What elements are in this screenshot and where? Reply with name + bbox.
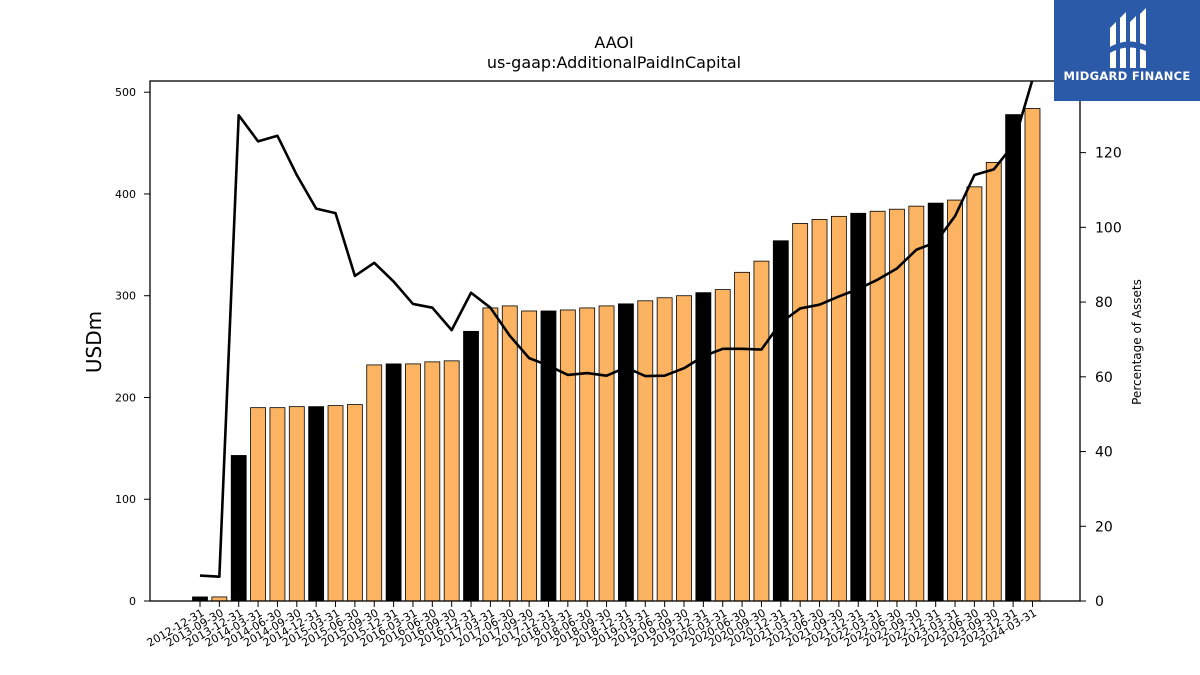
bar-2019-12-31 xyxy=(695,292,712,602)
bar-2016-06-30 xyxy=(424,361,441,602)
y2-tick-label: 20 xyxy=(1095,519,1113,535)
bar-2014-06-30 xyxy=(269,407,286,602)
y2-tick-label: 80 xyxy=(1095,295,1113,311)
bar-2020-03-31 xyxy=(714,289,731,602)
y2-tick-label: 120 xyxy=(1095,146,1122,162)
y2-tick-label: 100 xyxy=(1095,220,1122,236)
bar-2024-03-31 xyxy=(1024,108,1041,602)
bar-2013-12-31 xyxy=(230,455,247,602)
bar-2018-06-30 xyxy=(579,307,596,602)
line-series xyxy=(199,81,1034,579)
bar-2021-12-31 xyxy=(850,212,867,602)
bar-2020-09-30 xyxy=(753,260,770,602)
y-tick-label: 0 xyxy=(129,595,136,608)
bar-2017-03-31 xyxy=(482,307,499,602)
bar-2016-03-31 xyxy=(405,363,421,602)
chart-title: AAOI xyxy=(594,33,633,52)
bar-2020-06-30 xyxy=(734,271,750,602)
y-axis-label: USDm xyxy=(82,311,106,373)
bar-2023-06-30 xyxy=(966,186,983,602)
bar-2014-03-31 xyxy=(250,407,266,602)
x-tick-labels: 2012-12-312013-09-302013-12-312014-03-31… xyxy=(145,606,1039,649)
bar-2019-06-30 xyxy=(656,297,673,602)
bar-2019-03-31 xyxy=(637,300,654,602)
plot-frame xyxy=(149,80,1081,602)
bar-2017-09-30 xyxy=(521,310,538,602)
midgard-logo-icon xyxy=(1108,8,1148,68)
bar-2014-09-30 xyxy=(288,406,305,602)
y-tick-label: 100 xyxy=(115,493,136,506)
bar-2022-09-30 xyxy=(908,205,925,602)
bar-2019-09-30 xyxy=(676,295,692,602)
bar-2023-03-31 xyxy=(947,199,963,602)
percentage-of-assets-line xyxy=(199,81,1034,579)
chart-subtitle: us-gaap:AdditionalPaidInCapital xyxy=(487,53,741,72)
bar-2015-12-31 xyxy=(385,363,402,602)
y2-tick-label: 40 xyxy=(1095,445,1113,461)
brand-name: MIDGARD FINANCE xyxy=(1063,69,1191,83)
bar-2021-03-31 xyxy=(792,223,809,602)
bar-2018-12-31 xyxy=(618,303,634,602)
bar-2017-06-30 xyxy=(501,305,518,602)
bar-series xyxy=(192,108,1041,602)
bar-2015-06-30 xyxy=(346,404,363,602)
y2-tick-label: 60 xyxy=(1095,370,1113,386)
y2-tick-label: 0 xyxy=(1095,594,1104,610)
bar-2015-09-30 xyxy=(366,364,383,602)
bar-2014-12-31 xyxy=(308,406,325,602)
bar-2023-12-31 xyxy=(1005,114,1022,602)
axes: 0 100 200 300 400 500 0 20 40 60 80 100 120 xyxy=(115,80,1122,610)
bar-2022-12-31 xyxy=(927,202,944,602)
midgard-finance-logo: MIDGARD FINANCE xyxy=(1054,0,1200,101)
bar-2015-03-31 xyxy=(327,405,344,602)
y-tick-label: 200 xyxy=(115,391,136,404)
y-tick-label: 400 xyxy=(115,188,136,201)
bar-2018-03-31 xyxy=(559,309,576,602)
bar-2021-06-30 xyxy=(811,218,828,602)
y-tick-label: 300 xyxy=(115,290,136,303)
bar-2017-12-31 xyxy=(540,310,557,602)
bar-2020-12-31 xyxy=(772,240,789,602)
bar-2016-09-30 xyxy=(443,360,460,602)
bar-2022-03-31 xyxy=(869,210,886,602)
bar-2021-09-30 xyxy=(830,215,847,602)
bar-2018-09-30 xyxy=(598,305,615,602)
y-tick-label: 500 xyxy=(115,86,136,99)
bar-2023-09-30 xyxy=(985,162,1002,602)
y2-axis-label: Percentage of Assets xyxy=(1130,279,1144,405)
bar-2016-12-31 xyxy=(463,330,479,602)
